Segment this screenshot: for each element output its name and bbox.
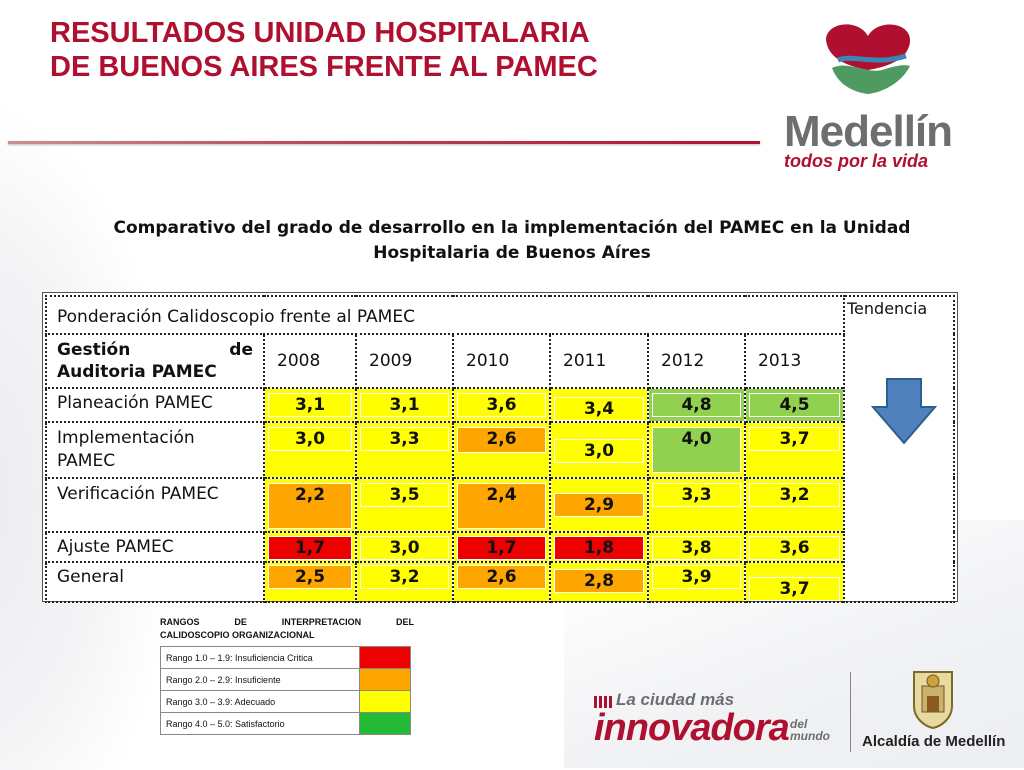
score-cell: 1,7 — [263, 531, 357, 563]
score-cell: 3,4 — [549, 387, 649, 423]
table-row: Ajuste PAMEC 1,7 3,0 1,7 1,8 3,8 3,6 — [45, 531, 954, 563]
score-cell: 2,2 — [263, 477, 357, 533]
score-cell: 1,7 — [452, 531, 551, 563]
innovadora-logo: La ciudad más innovadora del mundo — [594, 690, 834, 754]
legend-swatch — [359, 712, 411, 735]
row-label: Ajuste PAMEC — [45, 531, 265, 563]
slide-title-line2: DE BUENOS AIRES FRENTE AL PAMEC — [50, 51, 598, 83]
gestion-label-b: de — [229, 340, 253, 360]
legend-title: RANGOS DE INTERPRETACION DEL CALIDOSCOPI… — [160, 617, 414, 640]
legend-swatch — [359, 646, 411, 669]
table-row: Implementación PAMEC 3,0 3,3 2,6 3,0 4,0… — [45, 421, 954, 479]
slide-title: RESULTADOS UNIDAD HOSPITALARIA DE BUENOS… — [50, 16, 750, 84]
legend-item: Rango 1.0 – 1.9: Insuficiencia Critica — [160, 646, 411, 669]
legend-label: Rango 3.0 – 3.9: Adecuado — [160, 690, 360, 713]
stripe-icon — [594, 696, 614, 708]
row-label: General — [45, 561, 265, 603]
score-cell: 2,6 — [452, 421, 551, 479]
legend-item: Rango 2.0 – 2.9: Insuficiente — [160, 668, 411, 691]
tendencia-cell: Tendencia — [843, 295, 955, 603]
score-cell: 4,5 — [744, 387, 845, 423]
legend-label: Rango 2.0 – 2.9: Insuficiente — [160, 668, 360, 691]
table-subtitle: Comparativo del grado de desarrollo en l… — [8, 216, 1016, 266]
year-header: 2013 — [744, 333, 845, 389]
score-cell: 3,0 — [355, 531, 454, 563]
gestion-header: Gestión de Auditoria PAMEC — [45, 333, 265, 389]
year-header: 2009 — [355, 333, 454, 389]
score-cell: 3,1 — [355, 387, 454, 423]
row-label: Implementación PAMEC — [45, 421, 265, 479]
score-cell: 1,8 — [549, 531, 649, 563]
score-cell: 4,0 — [647, 421, 746, 479]
legend-table: Rango 1.0 – 1.9: Insuficiencia Critica R… — [160, 646, 411, 735]
score-cell: 3,5 — [355, 477, 454, 533]
score-cell: 3,7 — [744, 421, 845, 479]
score-cell: 2,6 — [452, 561, 551, 603]
year-header: 2008 — [263, 333, 357, 389]
slide-title-line1: RESULTADOS UNIDAD HOSPITALARIA — [50, 17, 590, 49]
innov-main-text: innovadora — [594, 707, 790, 749]
score-cell: 3,9 — [647, 561, 746, 603]
table-row: Planeación PAMEC 3,1 3,1 3,6 3,4 4,8 4,5 — [45, 387, 954, 423]
table-row: Verificación PAMEC 2,2 3,5 2,4 2,9 3,3 3… — [45, 477, 954, 533]
innov-top-text: La ciudad más — [616, 690, 735, 709]
heart-logo-icon — [826, 24, 911, 94]
subtitle-line2: Hospitalaria de Buenos Aíres — [373, 243, 651, 263]
year-header: 2012 — [647, 333, 746, 389]
legend-item: Rango 4.0 – 5.0: Satisfactorio — [160, 712, 411, 735]
results-table: Ponderación Calidoscopio frente al PAMEC… — [45, 295, 955, 603]
legend: RANGOS DE INTERPRETACION DEL CALIDOSCOPI… — [160, 616, 420, 740]
legend-swatch — [359, 668, 411, 691]
row-label: Verificación PAMEC — [45, 477, 265, 533]
score-cell: 2,8 — [549, 561, 649, 603]
innov-del-text: del mundo — [790, 717, 830, 743]
score-cell: 3,3 — [355, 421, 454, 479]
table-caption: Ponderación Calidoscopio frente al PAMEC — [45, 295, 845, 335]
legend-label: Rango 4.0 – 5.0: Satisfactorio — [160, 712, 360, 735]
subtitle-line1: Comparativo del grado de desarrollo en l… — [113, 218, 911, 238]
score-cell: 3,6 — [744, 531, 845, 563]
score-cell: 3,0 — [549, 421, 649, 479]
tendencia-label: Tendencia — [847, 299, 928, 318]
legend-item: Rango 3.0 – 3.9: Adecuado — [160, 690, 411, 713]
legend-swatch — [359, 690, 411, 713]
score-cell: 3,2 — [355, 561, 454, 603]
score-cell: 2,5 — [263, 561, 357, 603]
score-cell: 2,4 — [452, 477, 551, 533]
logo-tagline: todos por la vida — [784, 151, 929, 171]
alcaldia-label: Alcaldía de Medellín — [862, 733, 1006, 750]
title-divider — [8, 141, 760, 144]
results-table-frame: Ponderación Calidoscopio frente al PAMEC… — [42, 292, 958, 603]
score-cell: 4,8 — [647, 387, 746, 423]
score-cell: 3,2 — [744, 477, 845, 533]
logo-wordmark: Medellín — [784, 107, 953, 156]
score-cell: 3,1 — [263, 387, 357, 423]
score-cell: 3,7 — [744, 561, 845, 603]
score-cell: 3,0 — [263, 421, 357, 479]
year-header: 2011 — [549, 333, 649, 389]
medellin-logo: Medellín todos por la vida — [780, 18, 960, 170]
gestion-label-c: Auditoria PAMEC — [57, 362, 217, 382]
gestion-label-a: Gestión — [57, 340, 131, 360]
coat-of-arms-icon — [913, 671, 953, 730]
row-label: Planeación PAMEC — [45, 387, 265, 423]
score-cell: 3,6 — [452, 387, 551, 423]
down-arrow-icon — [871, 378, 937, 445]
footer-divider — [850, 672, 851, 752]
score-cell: 3,3 — [647, 477, 746, 533]
score-cell: 2,9 — [549, 477, 649, 533]
year-header: 2010 — [452, 333, 551, 389]
table-row: General 2,5 3,2 2,6 2,8 3,9 3,7 — [45, 561, 954, 603]
score-cell: 3,8 — [647, 531, 746, 563]
legend-label: Rango 1.0 – 1.9: Insuficiencia Critica — [160, 646, 360, 669]
